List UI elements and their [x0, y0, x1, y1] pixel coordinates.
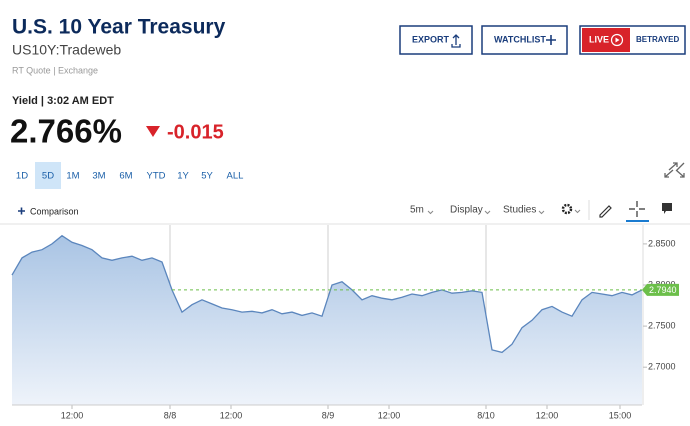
toolbar-label: Display: [450, 205, 483, 216]
comment-icon[interactable]: [662, 203, 672, 214]
symbol: US10Y:Tradeweb: [12, 42, 121, 58]
range-tab[interactable]: 3M: [92, 171, 105, 182]
last-price-label: 2.7940: [649, 285, 677, 295]
x-tick-label: 8/10: [477, 410, 495, 420]
export-button[interactable]: EXPORT: [399, 25, 473, 55]
title: U.S. 10 Year Treasury: [12, 16, 226, 39]
studies-menu[interactable]: Studies: [503, 205, 545, 216]
toolbar-label: Studies: [503, 205, 536, 216]
y-tick-label: 2.7500: [648, 320, 676, 330]
watchlist-button[interactable]: WATCHLIST: [481, 25, 568, 55]
x-tick-label: 8/9: [322, 410, 335, 420]
price: 2.766%: [10, 113, 122, 150]
x-tick-label: 12:00: [378, 410, 401, 420]
x-tick-label: 8/8: [164, 410, 177, 420]
live-label: LIVE: [589, 34, 609, 44]
area-fill: [12, 235, 642, 405]
range-tab[interactable]: 5Y: [201, 171, 213, 182]
comparison-button[interactable]: Comparison: [18, 206, 79, 216]
source: RT Quote | Exchange: [12, 65, 98, 75]
range-tab[interactable]: YTD: [147, 171, 166, 182]
change: -0.015: [167, 121, 224, 143]
button-label: EXPORT: [412, 34, 450, 44]
range-tab[interactable]: 1M: [66, 171, 79, 182]
crosshair-icon[interactable]: [626, 201, 649, 222]
expand-icon[interactable]: [664, 162, 685, 178]
range-tab[interactable]: 1D: [16, 171, 28, 182]
range-selected-bg: [35, 162, 61, 189]
range-tab[interactable]: 1Y: [177, 171, 189, 182]
display-menu[interactable]: Display: [450, 205, 491, 216]
x-tick-label: 12:00: [536, 410, 559, 420]
x-tick-label: 12:00: [61, 410, 84, 420]
down-arrow: [146, 126, 160, 137]
settings-icon[interactable]: [561, 203, 581, 215]
y-tick-label: 2.8500: [648, 238, 676, 248]
x-tick-label: 15:00: [609, 410, 632, 420]
toolbar-label: 5m: [410, 205, 424, 216]
last-price-tag: [642, 283, 679, 296]
live-button[interactable]: LIVE BETRAYED: [579, 25, 686, 55]
y-tick-label: 2.7000: [648, 362, 676, 372]
range-tab[interactable]: 5D: [42, 171, 54, 182]
button-label: WATCHLIST: [494, 34, 546, 44]
range-tab[interactable]: 6M: [119, 171, 132, 182]
chart: 12:00 8/8 12:00 8/9 12:00 8/10 12:00 15:00 2.850…: [11, 225, 679, 420]
draw-icon[interactable]: [599, 205, 612, 218]
interval-menu[interactable]: 5m: [410, 205, 434, 216]
x-tick-label: 12:00: [220, 410, 243, 420]
price-line: [11, 234, 643, 354]
range-tab[interactable]: ALL: [227, 171, 244, 182]
button-label: BETRAYED: [636, 35, 679, 44]
toolbar-label: Comparison: [30, 206, 79, 216]
quote-label: Yield | 3:02 AM EDT: [12, 95, 114, 107]
